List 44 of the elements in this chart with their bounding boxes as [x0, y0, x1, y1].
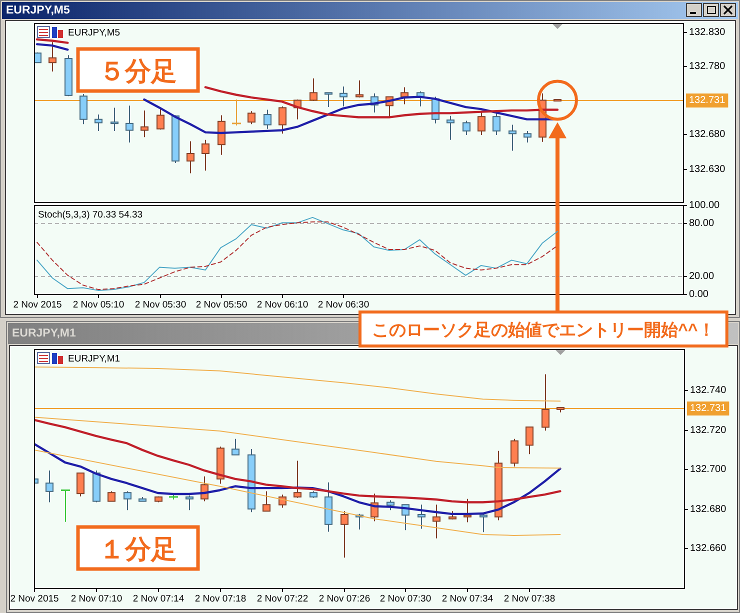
- annotation: ５分足: [76, 47, 200, 93]
- x-tick-label: 2 Nov 2015: [10, 594, 59, 604]
- ref-line-label: 132.731: [689, 95, 726, 106]
- x-tick-label: 2 Nov 07:10: [70, 594, 122, 604]
- x-tick-label: 2 Nov 07:30: [380, 594, 432, 604]
- y-tick-label: 132.700: [690, 464, 727, 475]
- y-tick-label: 132.680: [690, 504, 727, 515]
- x-tick-label: 2 Nov 07:26: [318, 594, 370, 604]
- x-tick-label: 2 Nov 07:38: [504, 594, 556, 604]
- y-tick-label: 132.780: [689, 61, 726, 72]
- y-tick-label: 132.720: [690, 425, 727, 436]
- annotation: ５分足: [99, 56, 177, 86]
- y-tick-label: 20.00: [689, 271, 714, 282]
- x-tick-label: 2 Nov 2015: [13, 300, 62, 310]
- x-tick-label: 2 Nov 06:30: [318, 300, 370, 310]
- y-tick-label: 132.660: [690, 543, 727, 554]
- annotation: １分足: [76, 525, 200, 571]
- annotation: １分足: [99, 534, 177, 564]
- x-tick-label: 2 Nov 07:22: [256, 594, 308, 604]
- y-tick-label: 80.00: [689, 218, 714, 229]
- line-series: [35, 449, 561, 536]
- x-tick-label: 2 Nov 05:30: [134, 300, 186, 310]
- y-tick-label: 132.630: [689, 164, 726, 175]
- y-tick-label: 132.740: [690, 385, 727, 396]
- y-tick-label: 100.00: [689, 200, 720, 211]
- x-tick-label: 2 Nov 07:34: [442, 594, 494, 604]
- annotation: このローソク足の始値でエントリー開始^^！: [358, 310, 728, 348]
- x-tick-label: 2 Nov 06:10: [256, 300, 308, 310]
- y-tick-label: 132.830: [689, 27, 726, 38]
- x-tick-label: 2 Nov 07:18: [194, 594, 246, 604]
- x-tick-label: 2 Nov 05:10: [72, 300, 124, 310]
- x-tick-label: 2 Nov 05:50: [196, 300, 248, 310]
- ref-line-label: 132.731: [690, 403, 727, 414]
- text: EURJPY,M5: [68, 28, 120, 38]
- chart-title: EURJPY,M5: [6, 4, 71, 16]
- y-tick-label: 0.00: [689, 289, 709, 300]
- y-tick-label: 132.680: [689, 129, 726, 140]
- line-series: [35, 418, 562, 504]
- line-series: [35, 416, 561, 469]
- chart-title: Stoch(5,3,3) 70.33 54.33: [38, 210, 143, 220]
- line-series: [35, 366, 561, 402]
- x-tick-label: 2 Nov 07:14: [132, 594, 184, 604]
- chart-title: EURJPY,M1: [12, 328, 77, 340]
- text: EURJPY,M1: [68, 354, 120, 364]
